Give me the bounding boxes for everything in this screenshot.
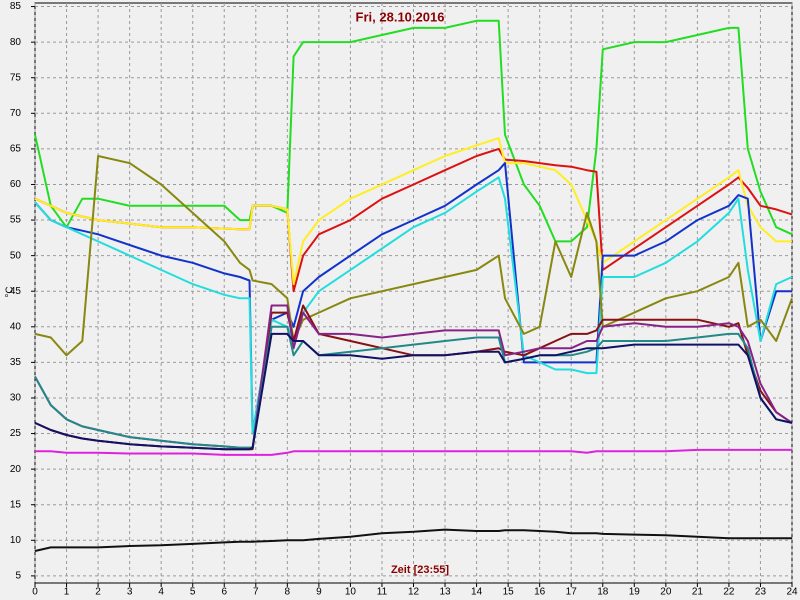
x-tick-label: 24: [786, 587, 798, 598]
data-line: [34, 528, 792, 552]
x-tick-label: 8: [285, 587, 291, 598]
chart-title: Fri, 28.10.2016: [356, 9, 445, 24]
y-tick-label: 10: [10, 535, 22, 546]
data-line: [34, 19, 793, 243]
x-tick-label: 21: [692, 587, 704, 598]
y-tick-label: 25: [10, 428, 22, 439]
y-tick-label: 45: [10, 286, 22, 297]
x-tick-label: 14: [471, 587, 483, 598]
data-line: [34, 332, 793, 451]
y-axis-label: °C: [5, 286, 16, 297]
x-tick-label: 12: [408, 587, 420, 598]
x-tick-label: 16: [534, 587, 546, 598]
x-tick-label: 11: [377, 587, 388, 598]
data-line: [34, 176, 793, 435]
x-tick-label: 18: [597, 587, 609, 598]
y-tick-label: 40: [10, 321, 22, 332]
x-tick-label: 0: [32, 587, 38, 598]
y-tick-label: 70: [10, 108, 22, 119]
x-tick-label: 7: [253, 587, 259, 598]
grid: [34, 3, 793, 583]
data-line: [35, 448, 792, 456]
x-tick-label: 10: [345, 587, 357, 598]
lines: [34, 19, 793, 552]
x-tick-label: 19: [629, 587, 641, 598]
data-line: [34, 162, 792, 435]
y-tick-label: 5: [15, 571, 21, 582]
y-tick-label: 20: [10, 464, 22, 475]
x-tick-label: 9: [316, 587, 322, 598]
x-axis-label: Zeit [23:55]: [391, 564, 449, 576]
x-tick-label: 17: [566, 587, 578, 598]
data-line: [34, 325, 793, 449]
y-tick-label: 75: [10, 72, 22, 83]
data-line: [34, 137, 792, 286]
x-tick-label: 1: [64, 587, 70, 598]
y-tick-label: 55: [10, 215, 22, 226]
y-tick-label: 50: [10, 250, 22, 261]
x-tick-label: 23: [755, 587, 767, 598]
x-tick-label: 3: [127, 587, 133, 598]
y-tick-label: 85: [10, 1, 22, 12]
y-tick-label: 35: [10, 357, 22, 368]
data-line: [34, 155, 793, 357]
x-tick-label: 15: [503, 587, 515, 598]
x-tick-label: 20: [660, 587, 672, 598]
x-tick-label: 22: [723, 587, 735, 598]
x-tick-label: 2: [95, 587, 101, 598]
x-tick-label: 5: [190, 587, 196, 598]
x-tick-label: 13: [439, 587, 451, 598]
x-tick-label: 4: [158, 587, 164, 598]
y-tick-label: 65: [10, 144, 22, 155]
y-tick-label: 30: [10, 393, 22, 404]
y-tick-label: 80: [10, 37, 22, 48]
x-tick-label: 6: [221, 587, 227, 598]
y-tick-label: 15: [10, 499, 22, 510]
y-tick-label: 60: [10, 179, 22, 190]
